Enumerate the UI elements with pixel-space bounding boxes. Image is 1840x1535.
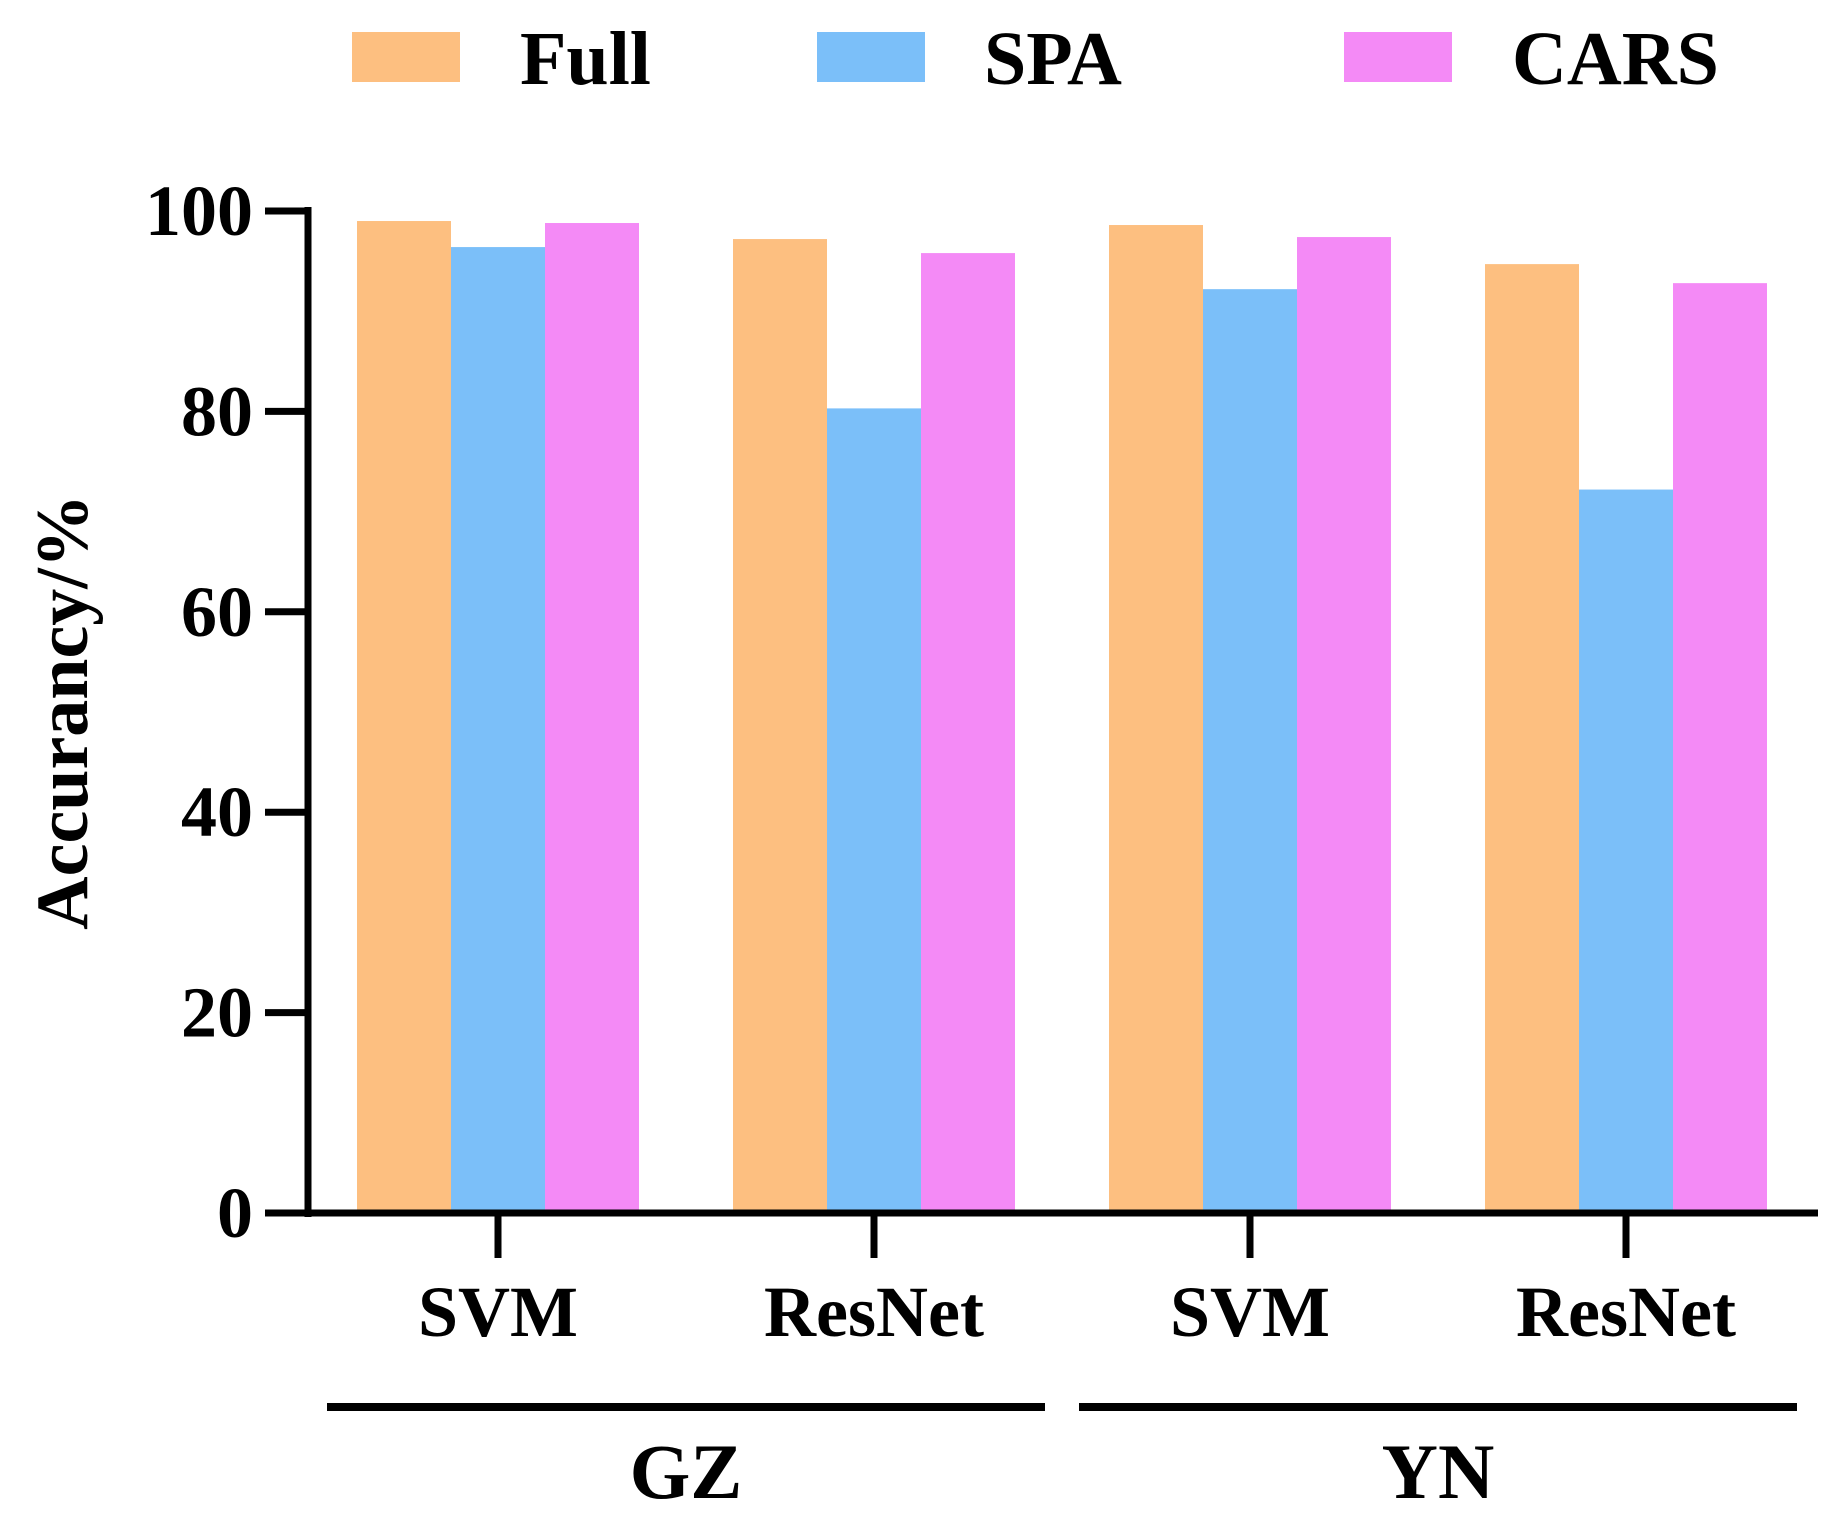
bar-spa-1 (451, 247, 545, 1213)
x-tick-label-1: SVM (418, 1272, 578, 1352)
group-label-gz: GZ (630, 1428, 743, 1515)
legend-label-full: Full (520, 17, 651, 101)
y-tick-label-80: 80 (181, 371, 253, 451)
group-label-yn: YN (1382, 1428, 1495, 1515)
bar-cars-1 (545, 223, 639, 1214)
axes: 0 20 40 60 80 100 (145, 171, 1818, 1258)
group-labels: GZ YN (327, 1403, 1797, 1515)
bars (357, 221, 1767, 1214)
legend-swatch-cars (1344, 32, 1452, 82)
y-tick-label-20: 20 (181, 973, 253, 1053)
bar-cars-2 (921, 253, 1015, 1214)
x-tick-label-4: ResNet (1516, 1272, 1736, 1352)
bar-spa-3 (1203, 289, 1297, 1213)
bar-full-2 (733, 239, 827, 1213)
bar-full-4 (1485, 264, 1579, 1214)
legend: Full SPA CARS (352, 17, 1719, 101)
y-tick-label-100: 100 (145, 171, 253, 251)
bar-spa-4 (1579, 489, 1673, 1213)
legend-swatch-full (352, 32, 460, 82)
y-axis-label: Accurancy/% (22, 494, 104, 930)
legend-swatch-spa (817, 32, 925, 82)
x-tick-label-2: ResNet (764, 1272, 984, 1352)
y-tick-label-60: 60 (181, 572, 253, 652)
legend-label-spa: SPA (984, 17, 1122, 101)
bar-cars-4 (1673, 283, 1767, 1213)
y-tick-label-40: 40 (181, 772, 253, 852)
x-tick-labels: SVM ResNet SVM ResNet (418, 1272, 1736, 1352)
bar-full-3 (1109, 225, 1203, 1213)
bar-cars-3 (1297, 237, 1391, 1213)
y-tick-label-0: 0 (217, 1173, 253, 1253)
legend-label-cars: CARS (1512, 17, 1719, 101)
x-tick-label-3: SVM (1170, 1272, 1330, 1352)
bar-spa-2 (827, 408, 921, 1213)
bar-full-1 (357, 221, 451, 1213)
